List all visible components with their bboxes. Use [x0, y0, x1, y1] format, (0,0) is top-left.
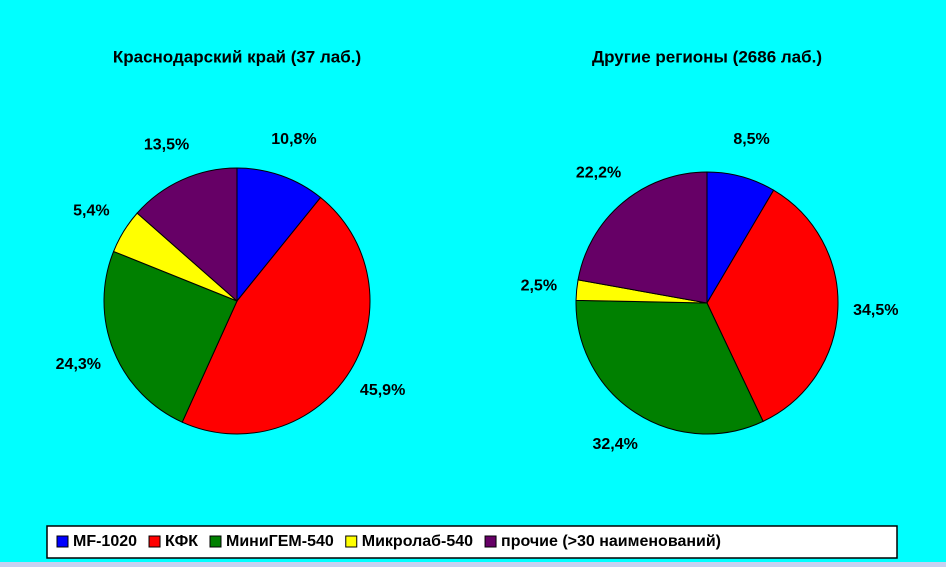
data-label: 34,5%	[853, 302, 898, 319]
legend-swatch	[56, 535, 69, 548]
data-label: 45,9%	[360, 382, 405, 399]
data-label: 8,5%	[733, 131, 769, 148]
chart-title: Краснодарский край (37 лаб.)	[113, 47, 361, 66]
pie-slice	[706, 189, 839, 423]
data-label: 5,4%	[73, 203, 109, 220]
legend-swatch	[484, 535, 497, 548]
data-label: 22,2%	[576, 165, 621, 182]
legend-label: Микролаб-540	[362, 533, 473, 550]
data-label: 10,8%	[271, 131, 316, 148]
chart-title: Другие регионы (2686 лаб.)	[592, 47, 822, 66]
legend-label: MF-1020	[73, 533, 137, 550]
pie-slice	[236, 167, 322, 303]
pie-slice	[577, 171, 708, 304]
pie-slice	[136, 167, 238, 303]
data-label: 24,3%	[56, 356, 101, 373]
data-label: 2,5%	[521, 278, 557, 295]
legend-swatch	[148, 535, 161, 548]
pie-slice	[575, 299, 764, 435]
bottom-strip	[0, 562, 946, 567]
legend-swatch	[345, 535, 358, 548]
legend-label: прочие (>30 наименований)	[501, 533, 721, 550]
data-label: 32,4%	[592, 436, 637, 453]
pie-slice	[103, 250, 238, 423]
legend-box	[46, 525, 898, 559]
pie-slice	[181, 196, 371, 435]
data-label: 13,5%	[144, 136, 189, 153]
legend-label: КФК	[165, 533, 198, 550]
legend-label: МиниГЕМ-540	[226, 533, 334, 550]
legend-swatch	[209, 535, 222, 548]
